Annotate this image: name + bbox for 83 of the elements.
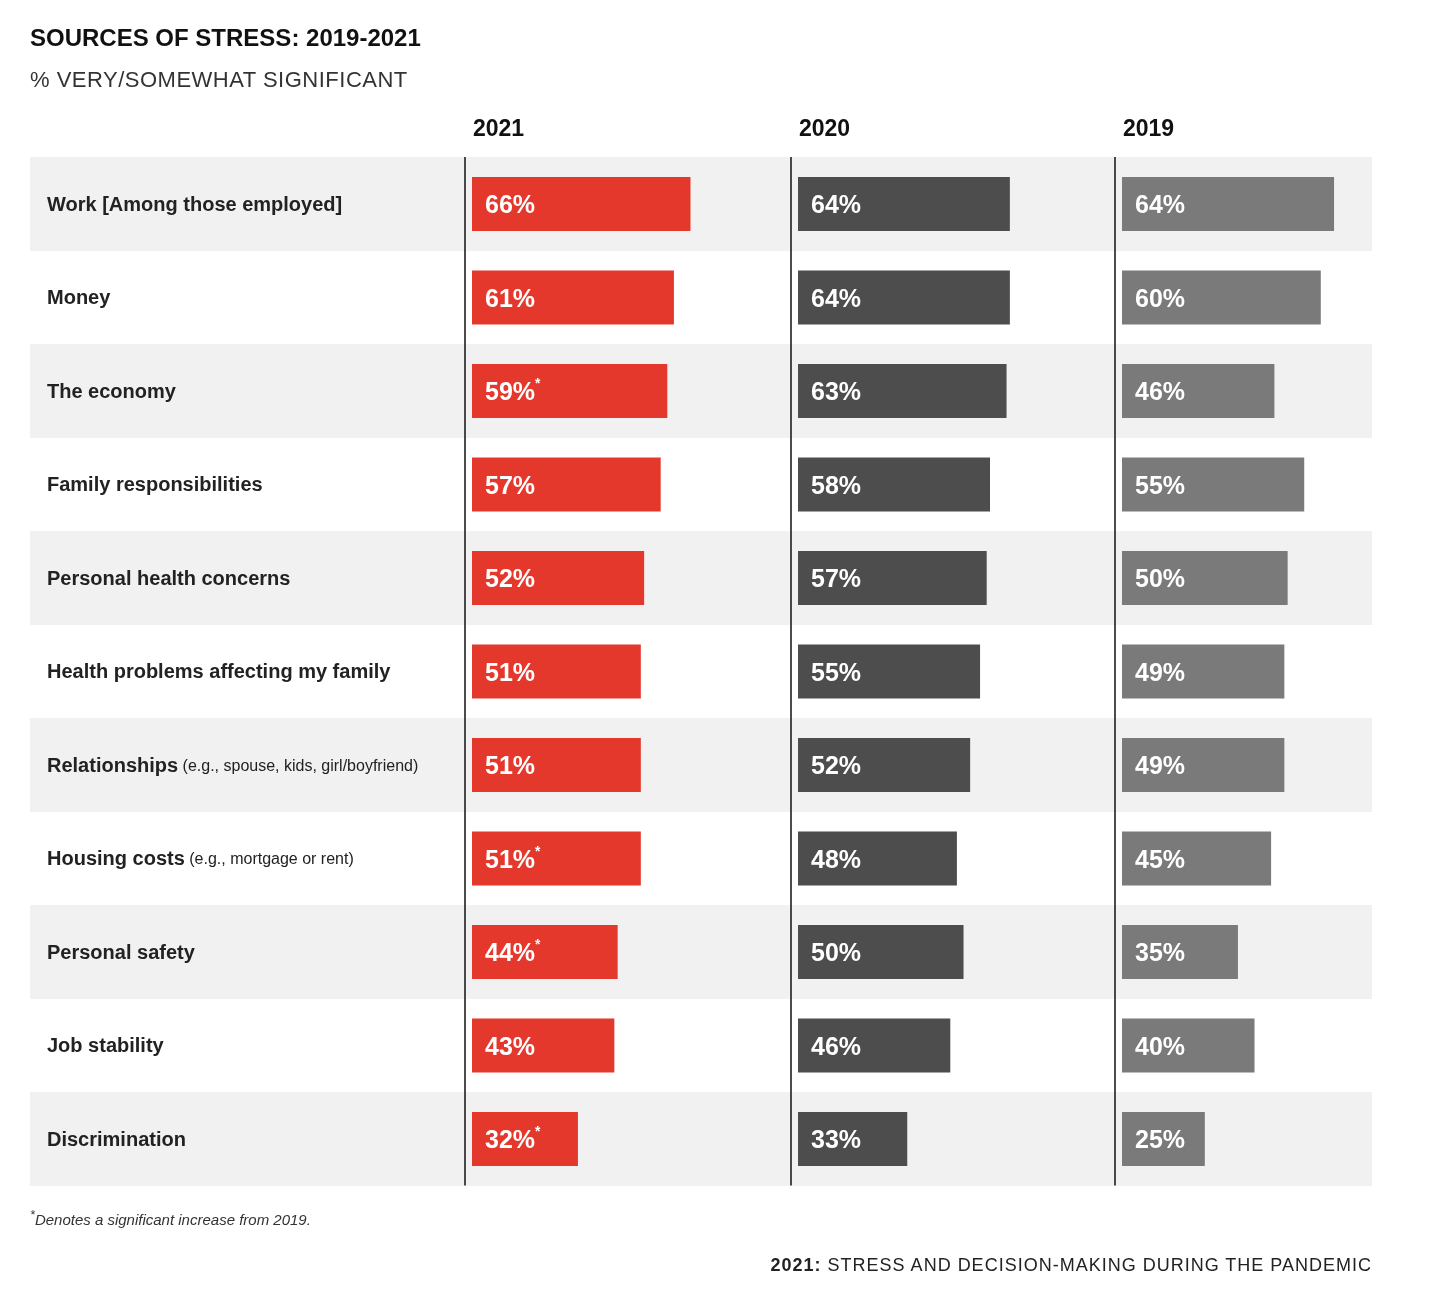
bar xyxy=(1122,831,1272,886)
bar xyxy=(472,364,668,418)
text: % VERY/SOMEWHAT SIGNIFICANT xyxy=(30,67,408,93)
bar xyxy=(798,551,987,605)
bar xyxy=(798,177,1010,231)
bar xyxy=(472,270,674,325)
text: 2021: STRESS AND DECISION-MAKING DURING THE PANDEMIC xyxy=(770,1255,1372,1276)
bar xyxy=(798,1112,908,1166)
data-label: 52% xyxy=(811,751,862,779)
data-label: 51% xyxy=(485,657,536,686)
data-label: 59%$^{*}$ xyxy=(485,376,542,405)
data-label: 52% xyxy=(485,564,536,592)
bar xyxy=(798,925,964,979)
y-tick-label: Discrimination xyxy=(47,1127,186,1150)
data-label: 57% xyxy=(811,564,862,592)
bar xyxy=(798,457,991,512)
y-tick-label: Work [Among those employed] xyxy=(47,192,343,215)
data-label: 25% xyxy=(1135,1125,1186,1153)
bar xyxy=(798,364,1007,418)
data-label: 50% xyxy=(811,938,862,966)
data-label: 48% xyxy=(811,844,862,873)
data-label: 51%$^{*}$ xyxy=(485,843,542,873)
chart-title: 2021 xyxy=(473,115,525,142)
bar xyxy=(798,1018,951,1073)
bar xyxy=(472,1112,578,1166)
data-label: 49% xyxy=(1135,657,1186,686)
data-label: 46% xyxy=(1135,377,1186,405)
bar xyxy=(472,551,645,605)
data-label: 51% xyxy=(485,751,536,779)
data-label: 55% xyxy=(811,657,862,686)
data-label: 64% xyxy=(811,190,862,218)
data-label: 64% xyxy=(811,283,862,312)
bar xyxy=(1122,177,1335,231)
bar xyxy=(1122,551,1288,605)
bar xyxy=(1122,644,1285,699)
bar xyxy=(1122,364,1275,418)
bar xyxy=(798,270,1010,325)
bar xyxy=(1122,925,1238,979)
data-label: 57% xyxy=(485,470,536,499)
bar xyxy=(798,644,981,699)
data-label: 45% xyxy=(1135,844,1186,873)
data-label: 64% xyxy=(1135,190,1186,218)
y-tick-label: Job stability xyxy=(47,1034,165,1057)
y-tick-label: Personal health concerns xyxy=(47,566,291,589)
bar xyxy=(472,457,661,512)
data-label: 66% xyxy=(485,190,536,218)
bar xyxy=(1122,738,1285,792)
data-label: 55% xyxy=(1135,470,1186,499)
data-label: 35% xyxy=(1135,938,1186,966)
data-label: 46% xyxy=(811,1031,862,1060)
y-tick-label: Relationships (e.g., spouse, kids, girl/boyfriend) xyxy=(47,753,419,776)
bar xyxy=(472,831,641,886)
y-tick-label: Money xyxy=(47,286,112,309)
bar xyxy=(472,177,691,231)
data-label: 61% xyxy=(485,283,536,312)
data-label: 63% xyxy=(811,377,862,405)
data-label: 32%$^{*}$ xyxy=(485,1124,542,1153)
y-tick-label: The economy xyxy=(47,379,177,402)
data-label: 60% xyxy=(1135,283,1186,312)
data-label: 44%$^{*}$ xyxy=(485,937,542,966)
source-note: SOURCES OF STRESS: 2019-2021 xyxy=(30,24,421,52)
y-tick-label: Health problems affecting my family xyxy=(47,660,392,683)
bar xyxy=(1122,270,1321,325)
bar xyxy=(798,738,971,792)
data-label: 58% xyxy=(811,470,862,499)
bar xyxy=(1122,1018,1255,1073)
bar xyxy=(472,738,641,792)
bar xyxy=(472,1018,615,1073)
text: $^{*}$Denotes a significant increase from 2019. xyxy=(30,1208,311,1228)
y-tick-label: Housing costs (e.g., mortgage or rent) xyxy=(47,847,354,870)
bar xyxy=(472,925,618,979)
data-label: 43% xyxy=(485,1031,536,1060)
y-tick-label: Personal safety xyxy=(47,940,196,963)
data-label: 49% xyxy=(1135,751,1186,779)
data-label: 50% xyxy=(1135,564,1186,592)
bar xyxy=(472,644,641,699)
data-label: 40% xyxy=(1135,1031,1186,1060)
bar xyxy=(1122,457,1305,512)
chart-title: 2019 xyxy=(1123,115,1175,142)
bar xyxy=(798,831,957,886)
data-label: 33% xyxy=(811,1125,862,1153)
y-tick-label: Family responsibilities xyxy=(47,473,263,496)
chart-title: 2020 xyxy=(799,115,851,142)
